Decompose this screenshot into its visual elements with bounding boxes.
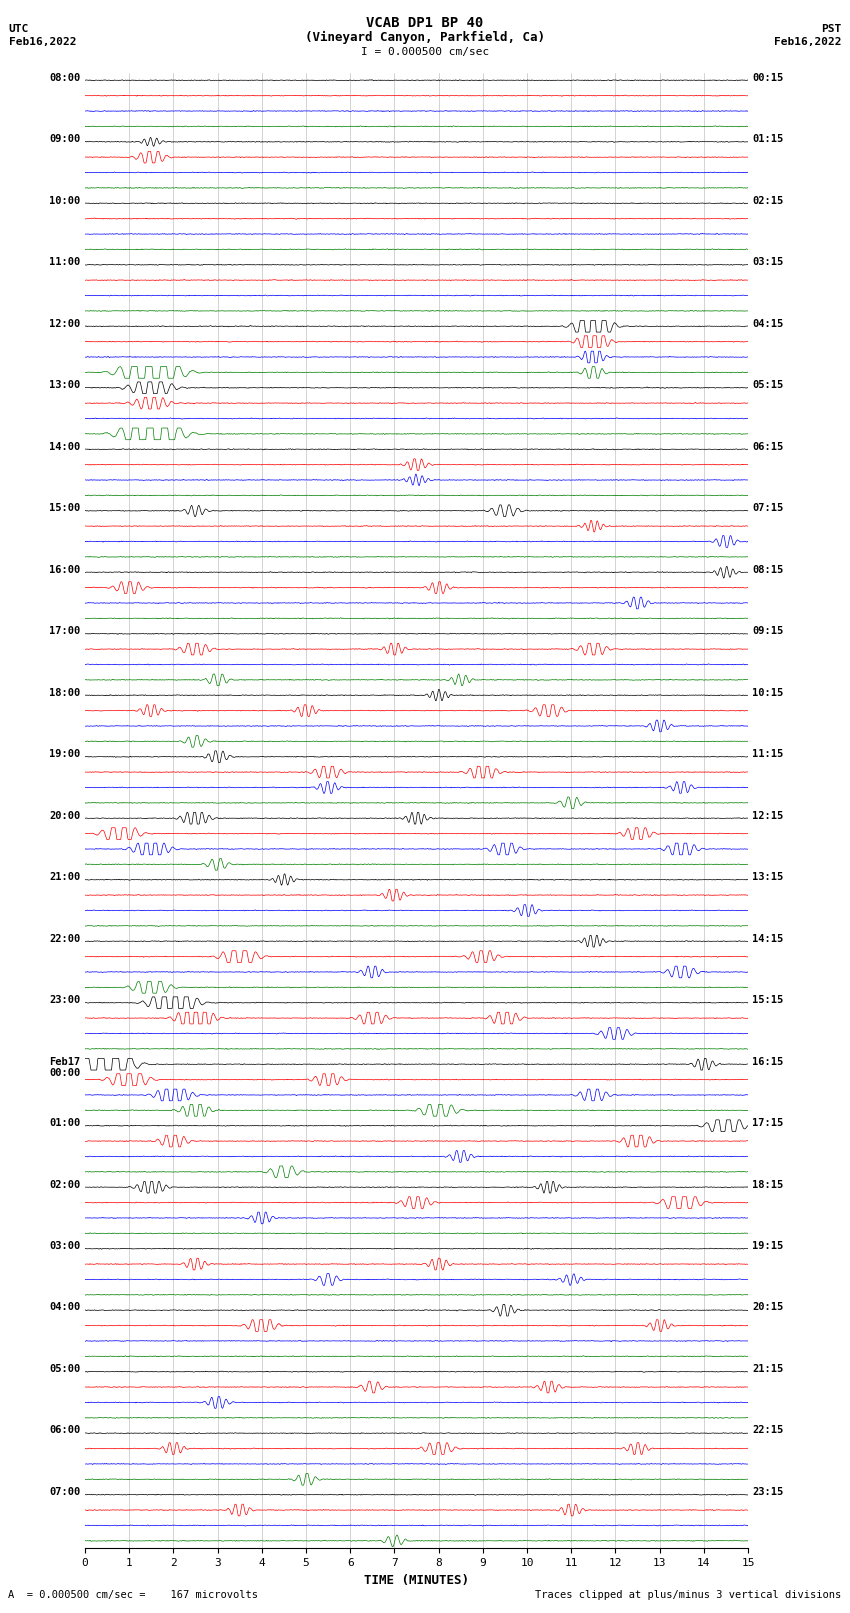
Text: 18:00: 18:00: [49, 687, 81, 697]
Text: 18:15: 18:15: [752, 1179, 784, 1189]
Text: Feb17
00:00: Feb17 00:00: [49, 1057, 81, 1077]
Text: Feb16,2022: Feb16,2022: [8, 37, 76, 47]
Text: 04:15: 04:15: [752, 319, 784, 329]
Text: 10:15: 10:15: [752, 687, 784, 697]
X-axis label: TIME (MINUTES): TIME (MINUTES): [364, 1574, 469, 1587]
Text: Feb16,2022: Feb16,2022: [774, 37, 842, 47]
Text: 12:00: 12:00: [49, 319, 81, 329]
Text: VCAB DP1 BP 40: VCAB DP1 BP 40: [366, 16, 484, 31]
Text: 13:00: 13:00: [49, 381, 81, 390]
Text: 00:15: 00:15: [752, 73, 784, 82]
Text: 17:00: 17:00: [49, 626, 81, 636]
Text: 21:15: 21:15: [752, 1365, 784, 1374]
Text: 07:00: 07:00: [49, 1487, 81, 1497]
Text: 15:15: 15:15: [752, 995, 784, 1005]
Text: 10:00: 10:00: [49, 195, 81, 205]
Text: 01:00: 01:00: [49, 1118, 81, 1127]
Text: 09:00: 09:00: [49, 134, 81, 144]
Text: 23:15: 23:15: [752, 1487, 784, 1497]
Text: 20:15: 20:15: [752, 1303, 784, 1313]
Text: 19:00: 19:00: [49, 748, 81, 760]
Text: UTC: UTC: [8, 24, 29, 34]
Text: 09:15: 09:15: [752, 626, 784, 636]
Text: PST: PST: [821, 24, 842, 34]
Text: I = 0.000500 cm/sec: I = 0.000500 cm/sec: [361, 47, 489, 56]
Text: 06:15: 06:15: [752, 442, 784, 452]
Text: 23:00: 23:00: [49, 995, 81, 1005]
Text: 20:00: 20:00: [49, 811, 81, 821]
Text: 13:15: 13:15: [752, 873, 784, 882]
Text: 22:00: 22:00: [49, 934, 81, 944]
Text: 16:15: 16:15: [752, 1057, 784, 1066]
Text: 03:15: 03:15: [752, 256, 784, 268]
Text: 01:15: 01:15: [752, 134, 784, 144]
Text: 08:15: 08:15: [752, 565, 784, 574]
Text: 16:00: 16:00: [49, 565, 81, 574]
Text: 15:00: 15:00: [49, 503, 81, 513]
Text: 21:00: 21:00: [49, 873, 81, 882]
Text: 07:15: 07:15: [752, 503, 784, 513]
Text: 11:15: 11:15: [752, 748, 784, 760]
Text: 06:00: 06:00: [49, 1426, 81, 1436]
Text: Traces clipped at plus/minus 3 vertical divisions: Traces clipped at plus/minus 3 vertical …: [536, 1590, 842, 1600]
Text: 05:15: 05:15: [752, 381, 784, 390]
Text: 19:15: 19:15: [752, 1240, 784, 1252]
Text: 14:15: 14:15: [752, 934, 784, 944]
Text: 08:00: 08:00: [49, 73, 81, 82]
Text: 11:00: 11:00: [49, 256, 81, 268]
Text: 04:00: 04:00: [49, 1303, 81, 1313]
Text: 02:15: 02:15: [752, 195, 784, 205]
Text: 03:00: 03:00: [49, 1240, 81, 1252]
Text: (Vineyard Canyon, Parkfield, Ca): (Vineyard Canyon, Parkfield, Ca): [305, 31, 545, 44]
Text: A  = 0.000500 cm/sec =    167 microvolts: A = 0.000500 cm/sec = 167 microvolts: [8, 1590, 258, 1600]
Text: 14:00: 14:00: [49, 442, 81, 452]
Text: 22:15: 22:15: [752, 1426, 784, 1436]
Text: 17:15: 17:15: [752, 1118, 784, 1127]
Text: 12:15: 12:15: [752, 811, 784, 821]
Text: 05:00: 05:00: [49, 1365, 81, 1374]
Text: 02:00: 02:00: [49, 1179, 81, 1189]
